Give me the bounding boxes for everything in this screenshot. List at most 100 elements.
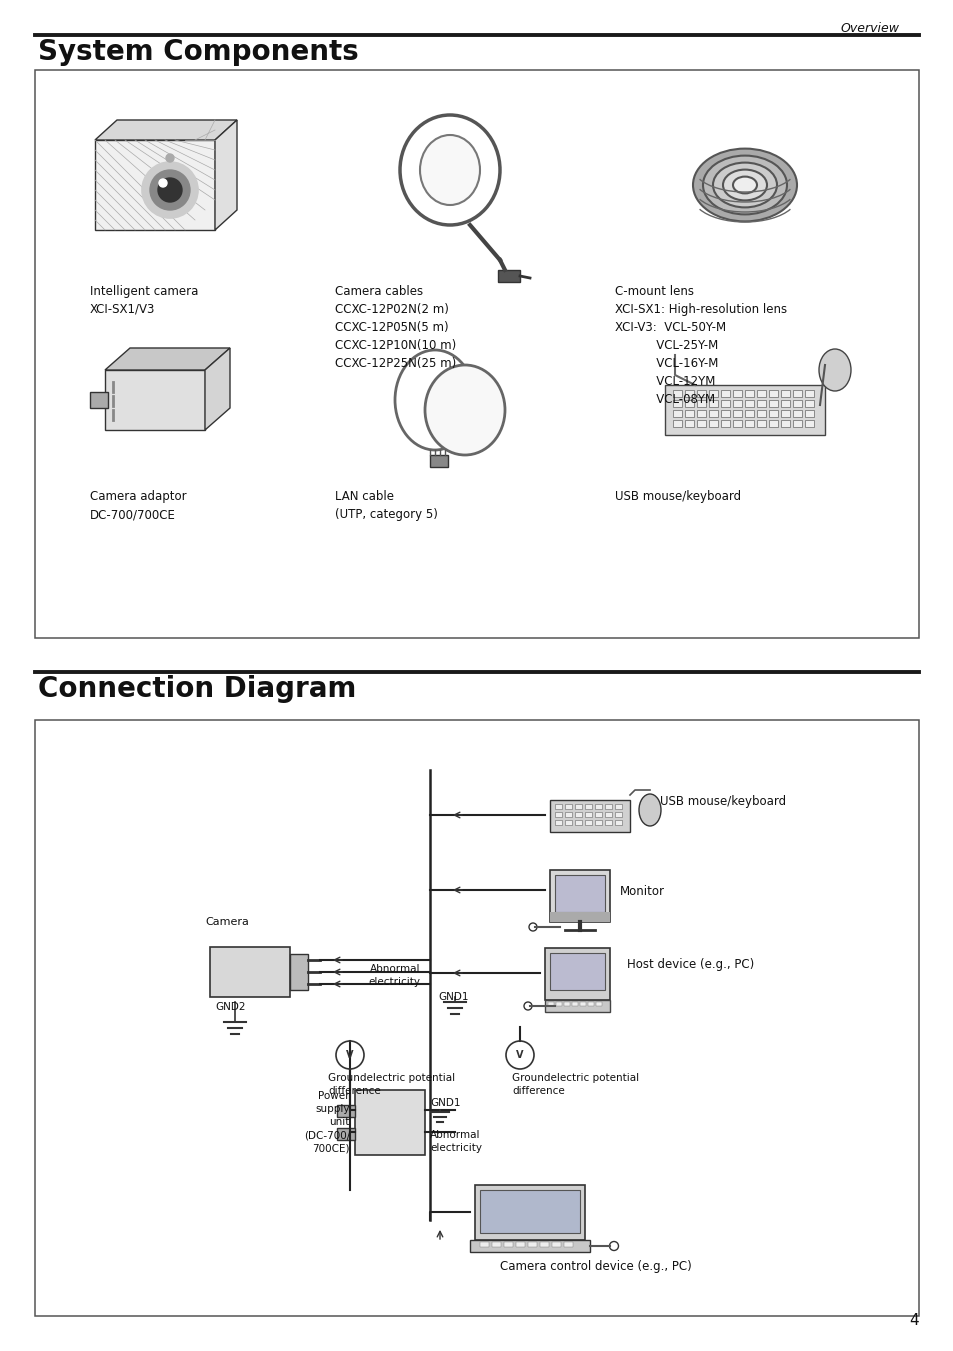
Bar (584, 820, 592, 825)
Bar (744, 390, 753, 397)
Bar (781, 420, 789, 427)
Bar (708, 400, 718, 407)
Text: Camera control device (e.g., PC): Camera control device (e.g., PC) (499, 1260, 691, 1273)
Bar (552, 1242, 560, 1247)
Text: GND1: GND1 (430, 1098, 460, 1108)
Text: 4: 4 (908, 1313, 918, 1328)
Bar (555, 820, 561, 825)
Text: GND2: GND2 (214, 1002, 245, 1012)
Bar (604, 812, 612, 817)
Bar (563, 1242, 573, 1247)
Circle shape (166, 154, 173, 162)
Bar (781, 409, 789, 417)
Bar (744, 420, 753, 427)
Bar (503, 1242, 513, 1247)
Bar (757, 390, 765, 397)
Bar (720, 420, 729, 427)
Bar (697, 400, 705, 407)
Bar (105, 370, 205, 430)
Bar (708, 390, 718, 397)
Bar (596, 1002, 601, 1006)
Text: Abnormal
electricity: Abnormal electricity (368, 965, 419, 988)
Bar (555, 812, 561, 817)
Bar (430, 455, 448, 467)
Bar (527, 1242, 537, 1247)
Bar (672, 390, 681, 397)
Bar (572, 1002, 578, 1006)
Bar (564, 804, 572, 809)
Bar (684, 400, 693, 407)
Text: V: V (346, 1050, 354, 1061)
Ellipse shape (419, 135, 479, 205)
Text: Monitor: Monitor (619, 885, 664, 898)
Bar (804, 420, 813, 427)
Bar (555, 875, 604, 912)
Bar (475, 1185, 584, 1240)
Text: USB mouse/keyboard: USB mouse/keyboard (659, 794, 785, 808)
Circle shape (150, 170, 190, 209)
Bar (579, 1002, 585, 1006)
Bar (768, 420, 778, 427)
Bar (210, 947, 290, 997)
Bar (792, 409, 801, 417)
Bar (684, 420, 693, 427)
Bar (744, 400, 753, 407)
Ellipse shape (702, 155, 786, 215)
Text: Groundelectric potential
difference: Groundelectric potential difference (512, 1073, 639, 1096)
Text: V: V (516, 1050, 523, 1061)
Bar (672, 409, 681, 417)
Bar (708, 409, 718, 417)
Bar (732, 390, 741, 397)
Ellipse shape (692, 149, 796, 222)
Text: Overview: Overview (841, 22, 899, 35)
Ellipse shape (712, 162, 776, 208)
Bar (697, 390, 705, 397)
Bar (757, 420, 765, 427)
Bar (547, 1002, 554, 1006)
Bar (792, 400, 801, 407)
Bar (516, 1242, 524, 1247)
Bar (575, 820, 581, 825)
Bar (768, 400, 778, 407)
Bar (595, 804, 601, 809)
Ellipse shape (732, 177, 757, 193)
Bar (539, 1242, 548, 1247)
Bar (564, 812, 572, 817)
Bar (604, 804, 612, 809)
Bar (732, 420, 741, 427)
Bar (95, 141, 214, 230)
Bar (479, 1242, 489, 1247)
Bar (35, 70, 918, 638)
Bar (757, 400, 765, 407)
Text: Abnormal
electricity: Abnormal electricity (430, 1129, 481, 1154)
Bar (355, 1090, 424, 1155)
Bar (584, 812, 592, 817)
Text: Camera: Camera (205, 917, 249, 927)
Bar (544, 948, 609, 1000)
Bar (720, 400, 729, 407)
Bar (768, 390, 778, 397)
Ellipse shape (639, 794, 660, 825)
Circle shape (159, 178, 167, 186)
Bar (575, 812, 581, 817)
Polygon shape (105, 349, 230, 370)
Ellipse shape (722, 170, 766, 200)
Bar (587, 1002, 594, 1006)
Text: Host device (e.g., PC): Host device (e.g., PC) (626, 958, 754, 971)
Text: System Components: System Components (38, 38, 358, 66)
Bar (90, 392, 108, 408)
Bar (768, 409, 778, 417)
Bar (497, 270, 519, 282)
Bar (744, 409, 753, 417)
Bar (804, 390, 813, 397)
Text: USB mouse/keyboard: USB mouse/keyboard (615, 490, 740, 503)
Bar (697, 409, 705, 417)
Bar (550, 952, 604, 990)
Text: Camera cables
CCXC-12P02N(2 m)
CCXC-12P05N(5 m)
CCXC-12P10N(10 m)
CCXC-12P25N(25: Camera cables CCXC-12P02N(2 m) CCXC-12P0… (335, 285, 456, 370)
Polygon shape (205, 349, 230, 430)
Bar (595, 812, 601, 817)
Ellipse shape (424, 365, 504, 455)
Bar (697, 420, 705, 427)
Bar (470, 1240, 589, 1252)
Bar (792, 390, 801, 397)
